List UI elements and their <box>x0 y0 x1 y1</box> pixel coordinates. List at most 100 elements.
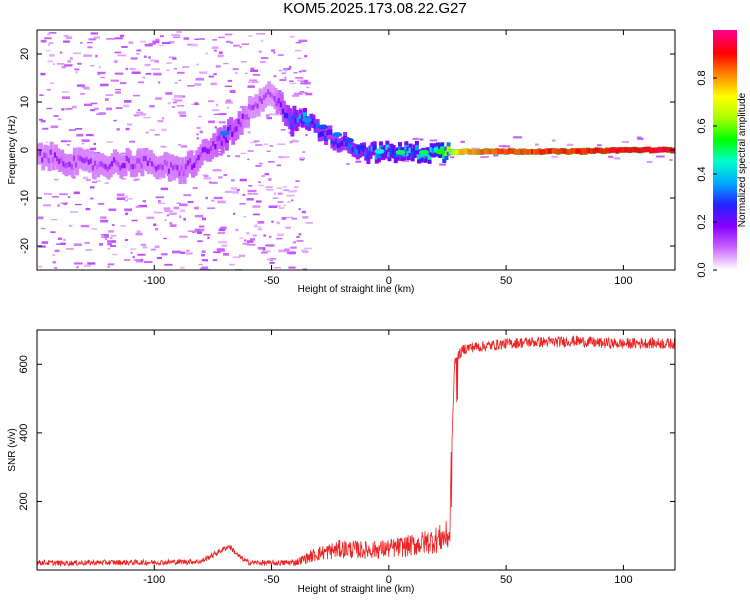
heatmap-cell <box>92 181 98 183</box>
heatmap-cell <box>110 237 113 239</box>
heatmap-cell <box>442 153 447 159</box>
heatmap-cell <box>608 155 614 158</box>
heatmap-cell <box>119 34 125 38</box>
heatmap-cell <box>213 196 223 200</box>
heatmap-cell <box>465 148 470 154</box>
heatmap-cell <box>276 238 283 240</box>
colorbar-segment <box>713 58 737 61</box>
colorbar-segment <box>713 174 737 177</box>
heatmap-cell <box>233 212 236 215</box>
heatmap-cell <box>258 184 264 187</box>
heatmap-cell <box>158 81 161 84</box>
heatmap-cell <box>273 95 278 102</box>
heatmap-cell <box>315 123 320 129</box>
heatmap-cell <box>232 68 239 71</box>
heatmap-cell <box>212 259 218 262</box>
heatmap-cell <box>499 148 504 154</box>
heatmap-cell <box>230 41 234 44</box>
heatmap-cell <box>545 148 550 154</box>
heatmap-cell <box>191 164 196 170</box>
heatmap-cell <box>79 42 83 44</box>
heatmap-cell <box>107 242 113 246</box>
heatmap-cell <box>225 40 231 43</box>
heatmap-cell <box>231 179 235 182</box>
heatmap-cell <box>66 247 74 250</box>
heatmap-cell <box>278 54 284 56</box>
heatmap-cell <box>56 63 65 65</box>
heatmap-cell <box>155 166 160 172</box>
heatmap-cell <box>579 149 584 155</box>
heatmap-cell <box>108 208 117 212</box>
colorbar-segment <box>713 126 737 129</box>
heatmap-cell <box>130 57 138 60</box>
heatmap-cell <box>69 57 73 60</box>
heatmap-cell <box>256 103 261 109</box>
heatmap-cell <box>83 103 93 107</box>
colorbar: 0.0 0.2 0.4 0.6 0.8 Normalized spectral ampli… <box>696 30 748 278</box>
heatmap-cell <box>219 130 230 136</box>
heatmap-cell <box>140 258 144 261</box>
heatmap-cell <box>581 148 586 154</box>
heatmap-cell <box>201 147 206 153</box>
heatmap-cell <box>196 136 200 140</box>
heatmap-cell <box>239 46 242 49</box>
colorbar-segment <box>713 108 737 111</box>
colorbar-tick-label: 0.2 <box>696 214 708 229</box>
colorbar-segment <box>713 184 737 187</box>
heatmap-cell <box>295 49 302 52</box>
heatmap-cell <box>196 63 199 66</box>
heatmap-cell <box>50 218 58 221</box>
heatmap-cell <box>258 96 263 102</box>
heatmap-cell <box>49 149 54 155</box>
heatmap-cell <box>124 239 129 242</box>
heatmap-cell <box>183 37 190 40</box>
heatmap-cell <box>72 52 82 55</box>
heatmap-cell <box>146 216 155 220</box>
heatmap-cell <box>265 244 275 247</box>
heatmap-cell <box>112 157 117 163</box>
heatmap-cell <box>298 39 308 43</box>
heatmap-cell <box>199 152 204 158</box>
heatmap-cell <box>116 197 126 201</box>
heatmap-cell <box>111 240 117 243</box>
heatmap-cell <box>159 35 164 38</box>
heatmap-cell <box>269 145 274 147</box>
heatmap-cell <box>247 150 254 152</box>
heatmap-cell <box>524 149 529 155</box>
heatmap-cell <box>374 154 379 160</box>
heatmap-cell <box>226 154 231 158</box>
colorbar-segment <box>713 104 737 107</box>
heatmap-cell <box>450 156 455 159</box>
colorbar-segment <box>713 178 737 181</box>
colorbar-segment <box>713 204 737 207</box>
heatmap-cell <box>520 149 525 155</box>
heatmap-cell <box>125 212 129 216</box>
heatmap-cell <box>334 139 339 145</box>
heatmap-cell <box>604 147 609 154</box>
heatmap-cell <box>213 113 221 116</box>
heatmap-cell <box>93 36 100 39</box>
heatmap-cell <box>514 149 519 155</box>
heatmap-cell <box>638 147 643 154</box>
colorbar-segment <box>713 212 737 215</box>
heatmap-cell <box>488 148 493 154</box>
heatmap-cell <box>47 60 53 63</box>
heatmap-cell <box>366 154 371 160</box>
heatmap-cell <box>247 192 253 195</box>
heatmap-cell <box>253 140 260 142</box>
heatmap-cell <box>131 71 141 74</box>
heatmap-cell <box>220 140 225 146</box>
heatmap-cell <box>95 54 98 58</box>
heatmap-cell <box>83 86 90 90</box>
heatmap-cell <box>126 123 133 126</box>
heatmap-cell <box>281 108 286 114</box>
heatmap-cell <box>104 234 109 238</box>
heatmap-cell <box>58 237 63 240</box>
heatmap-cell <box>157 44 165 46</box>
heatmap-cell <box>275 100 280 107</box>
colorbar-segment <box>713 220 737 223</box>
heatmap-cell <box>203 146 208 153</box>
colorbar-segment <box>713 136 737 139</box>
heatmap-cell <box>659 147 664 153</box>
heatmap-cell <box>549 148 554 154</box>
